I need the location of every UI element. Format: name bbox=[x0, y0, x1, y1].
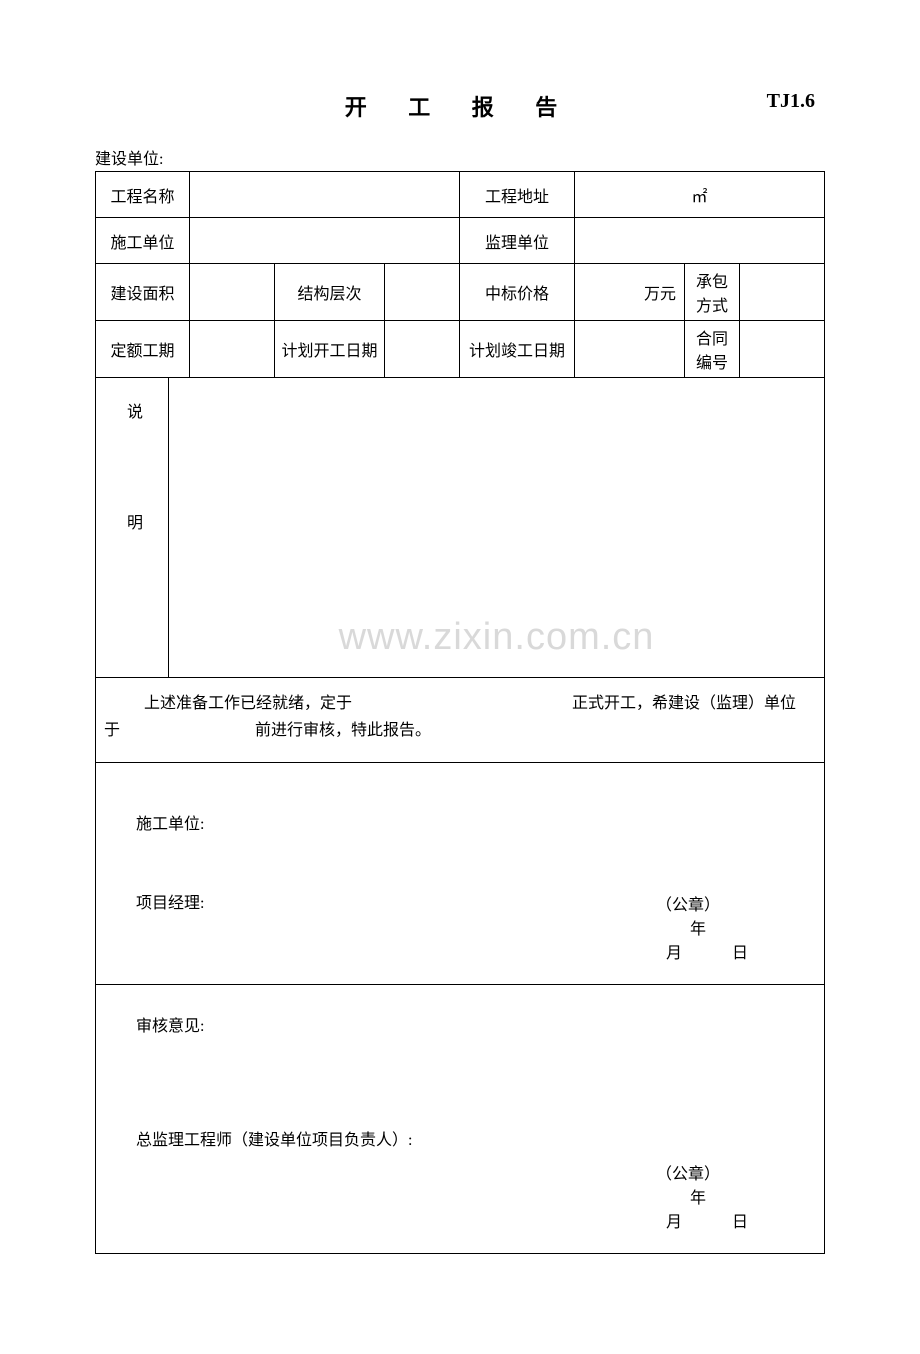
document-title: 开 工 报 告 bbox=[95, 90, 825, 122]
watermark-text: www.zixin.com.cn bbox=[173, 616, 820, 669]
duration-value bbox=[190, 321, 275, 378]
title-row: 开 工 报 告 TJ1.6 bbox=[95, 90, 825, 120]
review-signature-cell: 审核意见: 总监理工程师（建设单位项目负责人）: （公章） 年月日 bbox=[96, 985, 825, 1254]
bid-value: 万元 bbox=[575, 264, 685, 321]
notice-cell: 上述准备工作已经就绪，定于 正式开工，希建设（监理）单位 于 前进行审核，特此报告。 bbox=[96, 678, 825, 763]
construction-unit-label: 建设单位: bbox=[95, 145, 825, 169]
struct-value bbox=[385, 264, 460, 321]
description-row: 说明 www.zixin.com.cn bbox=[96, 378, 825, 678]
description-content: www.zixin.com.cn bbox=[169, 378, 825, 678]
builder-value bbox=[190, 218, 460, 264]
signature-block-2: 审核意见: 总监理工程师（建设单位项目负责人）: （公章） 年月日 bbox=[96, 985, 825, 1254]
notice-text-1a: 上述准备工作已经就绪，定于 bbox=[144, 695, 352, 712]
table-row: 建设面积 结构层次 中标价格 万元 承包方式 bbox=[96, 264, 825, 321]
table-row: 施工单位 监理单位 bbox=[96, 218, 825, 264]
builder-field-label: 施工单位: bbox=[136, 813, 804, 837]
table-row: 工程名称 工程地址 ㎡ bbox=[96, 172, 825, 218]
plan-start-label: 计划开工日期 bbox=[275, 321, 385, 378]
area-value bbox=[190, 264, 275, 321]
seal-placeholder: （公章） bbox=[136, 894, 804, 918]
plan-end-value bbox=[575, 321, 685, 378]
report-table: 工程名称 工程地址 ㎡ 施工单位 监理单位 建设面积 结构层次 中标价格 万元 … bbox=[95, 171, 825, 1254]
signature-block-1: 施工单位: 项目经理: （公章） 年月日 bbox=[96, 763, 825, 985]
review-label: 审核意见: bbox=[136, 1015, 804, 1039]
area-label: 建设面积 bbox=[96, 264, 190, 321]
contract-no-value bbox=[740, 321, 825, 378]
contract-no-label: 合同编号 bbox=[685, 321, 740, 378]
seal-placeholder: （公章） bbox=[136, 1163, 804, 1187]
bid-label: 中标价格 bbox=[460, 264, 575, 321]
document-code: TJ1.6 bbox=[767, 90, 815, 113]
project-addr-label: 工程地址 bbox=[460, 172, 575, 218]
notice-text-2b: 前进行审核，特此报告。 bbox=[255, 722, 431, 739]
notice-text-1b: 正式开工，希建设（监理）单位 bbox=[572, 695, 796, 712]
struct-label: 结构层次 bbox=[275, 264, 385, 321]
builder-label: 施工单位 bbox=[96, 218, 190, 264]
contract-type-value bbox=[740, 264, 825, 321]
notice-text-2a: 于 bbox=[104, 722, 120, 739]
duration-label: 定额工期 bbox=[96, 321, 190, 378]
plan-end-label: 计划竣工日期 bbox=[460, 321, 575, 378]
project-name-value bbox=[190, 172, 460, 218]
notice-row: 上述准备工作已经就绪，定于 正式开工，希建设（监理）单位 于 前进行审核，特此报告。 bbox=[96, 678, 825, 763]
supervisor-value bbox=[575, 218, 825, 264]
date-line: 年月日 bbox=[136, 918, 804, 966]
engineer-label: 总监理工程师（建设单位项目负责人）: bbox=[136, 1129, 804, 1153]
date-line: 年月日 bbox=[136, 1187, 804, 1235]
builder-signature-cell: 施工单位: 项目经理: （公章） 年月日 bbox=[96, 763, 825, 985]
table-row: 定额工期 计划开工日期 计划竣工日期 合同编号 bbox=[96, 321, 825, 378]
project-name-label: 工程名称 bbox=[96, 172, 190, 218]
plan-start-value bbox=[385, 321, 460, 378]
contract-type-label: 承包方式 bbox=[685, 264, 740, 321]
description-label: 说明 bbox=[96, 378, 169, 678]
project-addr-value: ㎡ bbox=[575, 172, 825, 218]
supervisor-label: 监理单位 bbox=[460, 218, 575, 264]
